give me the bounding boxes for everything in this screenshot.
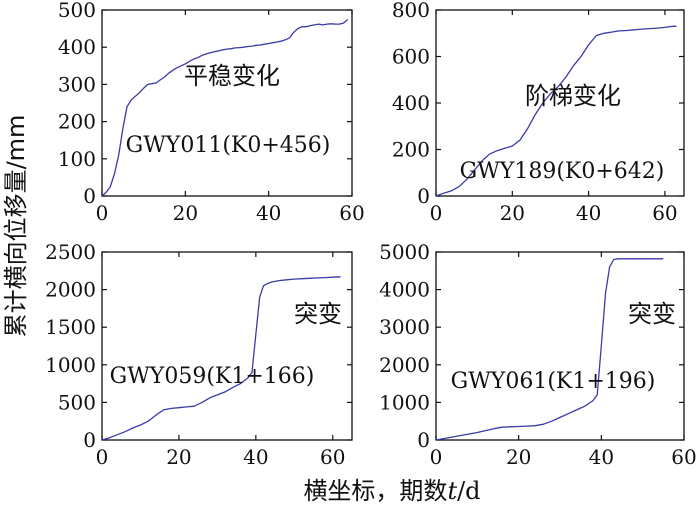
y-tick-label: 0 <box>417 428 430 452</box>
plot-frame <box>101 251 353 441</box>
x-axis-title-var: t <box>447 477 457 505</box>
y-tick-label: 0 <box>83 184 96 208</box>
y-tick-label: 1000 <box>379 390 430 414</box>
y-tick-label: 2000 <box>45 278 96 302</box>
x-tick-label: 0 <box>96 201 109 225</box>
x-tick-label: 40 <box>243 445 268 469</box>
plot-frame <box>435 251 685 441</box>
panel-3: 0 500 1000 1500 2000 2500 0 20 40 60 突变 GWY059(K1+1… <box>45 240 353 469</box>
x-tick-label: 40 <box>256 201 281 225</box>
plot-frame <box>101 9 353 197</box>
y-tick-label: 5000 <box>379 240 430 264</box>
y-tick-label: 3000 <box>379 315 430 339</box>
y-tick-label: 500 <box>58 0 96 22</box>
x-tick-label: 0 <box>96 445 109 469</box>
y-tick-label: 2000 <box>379 353 430 377</box>
x-tick-label: 40 <box>589 445 614 469</box>
x-tick-label: 60 <box>652 201 677 225</box>
x-tick-label: 20 <box>506 445 531 469</box>
y-tick-label: 400 <box>58 35 96 59</box>
x-tick-label: 40 <box>576 201 601 225</box>
y-tick-label: 200 <box>392 138 430 162</box>
panel-1: 0 100 200 300 400 500 0 20 40 60 平稳变化 GWY011(K0+456… <box>58 0 365 225</box>
station-label: GWY189(K0+642) <box>460 159 665 184</box>
x-axis-title: 横坐标，期数t/d <box>303 477 480 505</box>
y-tick-label: 800 <box>392 0 430 22</box>
x-tick-label: 0 <box>430 445 443 469</box>
station-label: GWY061(K1+196) <box>451 369 656 394</box>
x-tick-label: 20 <box>166 445 191 469</box>
series-line-1 <box>101 18 349 197</box>
station-label: GWY059(K1+166) <box>110 364 315 389</box>
x-tick-label: 20 <box>173 201 198 225</box>
x-tick-label: 0 <box>430 201 443 225</box>
x-axis-title-unit: /d <box>457 477 480 505</box>
x-axis-title-main: 横坐标，期数 <box>303 477 447 505</box>
y-tick-label: 100 <box>58 147 96 171</box>
trend-annotation: 突变 <box>628 300 676 328</box>
y-tick-label: 600 <box>392 45 430 69</box>
trend-annotation: 阶梯变化 <box>525 82 621 110</box>
series-line-2 <box>435 25 677 197</box>
y-tick-label: 300 <box>58 72 96 96</box>
y-tick-label: 500 <box>58 390 96 414</box>
x-tick-label: 20 <box>500 201 525 225</box>
y-tick-label: 2500 <box>45 240 96 264</box>
y-tick-label: 4000 <box>379 278 430 302</box>
series-line-3 <box>101 276 341 441</box>
y-tick-label: 400 <box>392 91 430 115</box>
station-label: GWY011(K0+456) <box>126 133 331 158</box>
trend-annotation: 平稳变化 <box>184 62 280 90</box>
y-tick-label: 1500 <box>45 315 96 339</box>
y-tick-label: 1000 <box>45 353 96 377</box>
x-tick-label: 60 <box>320 445 345 469</box>
x-tick-label: 60 <box>339 201 364 225</box>
series-line-4 <box>435 258 664 441</box>
y-tick-label: 0 <box>417 184 430 208</box>
trend-annotation: 突变 <box>294 300 342 328</box>
panel-4: 0 1000 2000 3000 4000 5000 0 20 40 60 突变 GWY061(K1+… <box>379 240 697 469</box>
y-tick-label: 0 <box>83 428 96 452</box>
y-tick-label: 200 <box>58 110 96 134</box>
y-axis-title: 累计横向位移量/mm <box>2 115 30 338</box>
panel-2: 0 200 400 600 800 0 20 40 60 阶梯变化 GWY189(K0+642) <box>392 0 685 225</box>
x-tick-label: 60 <box>671 445 696 469</box>
